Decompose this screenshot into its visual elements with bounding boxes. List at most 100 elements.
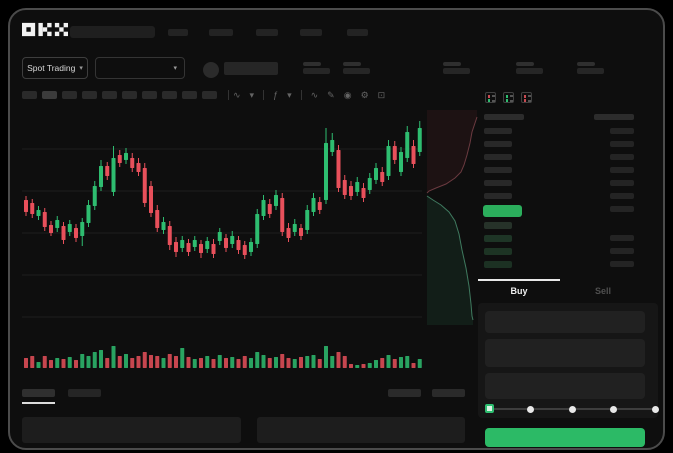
candle-body bbox=[149, 186, 153, 213]
timeframe-button[interactable] bbox=[122, 91, 137, 99]
volume-bar bbox=[324, 346, 328, 368]
candle-body bbox=[280, 198, 285, 232]
timeframe-button[interactable] bbox=[182, 91, 197, 99]
volume-bar bbox=[249, 358, 253, 368]
candle-body bbox=[199, 244, 203, 253]
candle-body bbox=[180, 240, 185, 248]
slider-step-dot[interactable] bbox=[610, 405, 617, 413]
candle-style-icon[interactable]: ∿ bbox=[233, 89, 241, 100]
book-bids-only-icon[interactable] bbox=[503, 92, 514, 103]
bottom-tab-placeholder[interactable] bbox=[22, 389, 55, 397]
slider-step-dot[interactable] bbox=[651, 405, 659, 413]
nav-item-placeholder[interactable] bbox=[168, 29, 188, 36]
last-price-highlight[interactable] bbox=[483, 205, 522, 217]
bid-row-price-placeholder[interactable] bbox=[484, 235, 512, 242]
indicators-chevron-icon[interactable]: ▾ bbox=[287, 89, 292, 100]
toggle-line-bottom bbox=[492, 100, 495, 102]
stat-value-placeholder bbox=[343, 68, 370, 74]
candle-body bbox=[230, 236, 235, 244]
bid-row-price-placeholder[interactable] bbox=[484, 261, 512, 268]
candle-body bbox=[211, 244, 216, 254]
depth-chart[interactable] bbox=[424, 110, 478, 325]
volume-bar bbox=[117, 356, 122, 368]
interval-chevron-icon[interactable]: ▾ bbox=[249, 89, 255, 100]
timeframe-button[interactable] bbox=[162, 91, 177, 99]
volume-bar bbox=[349, 364, 353, 368]
tab-sell[interactable]: Sell bbox=[594, 286, 611, 296]
nav-item-placeholder[interactable] bbox=[300, 29, 322, 36]
ask-row-price-placeholder[interactable] bbox=[484, 141, 512, 147]
tab-buy[interactable]: Buy bbox=[510, 286, 528, 296]
volume-bar bbox=[192, 359, 197, 368]
bid-row-price-placeholder[interactable] bbox=[484, 248, 512, 255]
fullscreen-icon[interactable]: ⊡ bbox=[377, 89, 386, 100]
book-asks-only-icon[interactable] bbox=[521, 92, 532, 103]
volume-bar bbox=[86, 356, 91, 368]
bottom-tab-placeholder[interactable] bbox=[68, 389, 101, 397]
camera-icon[interactable]: ◉ bbox=[343, 89, 352, 100]
volume-bar bbox=[380, 358, 385, 368]
candle-body bbox=[286, 228, 291, 238]
bottom-action-placeholder[interactable] bbox=[432, 389, 465, 397]
volume-bar bbox=[42, 356, 47, 368]
nav-item-placeholder[interactable] bbox=[347, 29, 368, 36]
volume-bar bbox=[367, 363, 372, 368]
price-field[interactable] bbox=[485, 311, 645, 333]
ask-row-price-placeholder[interactable] bbox=[484, 167, 512, 173]
draw-pencil-icon[interactable]: ✎ bbox=[327, 89, 335, 100]
line-chart-icon[interactable]: ∿ bbox=[310, 89, 319, 100]
candle-body bbox=[261, 200, 266, 216]
toggle-line-top bbox=[528, 95, 531, 97]
trading-pair-selector[interactable]: ▾ bbox=[95, 57, 185, 79]
ask-row-price-placeholder[interactable] bbox=[484, 193, 512, 199]
volume-bar bbox=[174, 356, 178, 368]
ask-row-amount-placeholder bbox=[610, 193, 634, 199]
market-type-selector[interactable]: Spot Trading ▾ bbox=[22, 57, 88, 79]
toggle-mark-top bbox=[524, 95, 526, 98]
volume-bar bbox=[261, 355, 266, 368]
ask-row-price-placeholder[interactable] bbox=[484, 180, 512, 186]
timeframe-button[interactable] bbox=[202, 91, 217, 99]
candle-body bbox=[355, 182, 360, 192]
total-field[interactable] bbox=[485, 373, 645, 399]
candle-body bbox=[392, 146, 397, 160]
amount-field[interactable] bbox=[485, 339, 645, 367]
volume-bar bbox=[67, 357, 72, 368]
candle-body bbox=[92, 186, 97, 206]
volume-bar bbox=[311, 355, 316, 368]
timeframe-button[interactable] bbox=[62, 91, 77, 99]
ask-row-amount-placeholder bbox=[610, 180, 634, 186]
ask-row-price-placeholder[interactable] bbox=[484, 128, 512, 134]
timeframe-button[interactable] bbox=[82, 91, 97, 99]
volume-bar bbox=[142, 352, 147, 368]
candle-body bbox=[61, 226, 66, 240]
volume-bar bbox=[92, 352, 97, 368]
timeframe-button[interactable] bbox=[42, 91, 57, 99]
ask-row-price-placeholder[interactable] bbox=[484, 154, 512, 160]
amount-slider-handle[interactable] bbox=[485, 404, 494, 413]
slider-step-dot[interactable] bbox=[568, 405, 576, 413]
candle-body bbox=[111, 158, 116, 192]
slider-step-dot[interactable] bbox=[527, 405, 534, 413]
indicators-fx-icon[interactable]: ƒ bbox=[273, 89, 279, 100]
timeframe-button[interactable] bbox=[102, 91, 117, 99]
bid-row-price-placeholder[interactable] bbox=[484, 222, 512, 229]
search-input[interactable] bbox=[70, 26, 155, 38]
book-both-sides-icon[interactable] bbox=[485, 92, 496, 103]
volume-bar bbox=[99, 350, 103, 368]
settings-gear-icon[interactable]: ⚙ bbox=[360, 89, 369, 100]
candle-body bbox=[380, 172, 385, 182]
nav-item-placeholder[interactable] bbox=[256, 29, 278, 36]
bid-row-amount-placeholder bbox=[610, 235, 634, 241]
buy-submit-button[interactable] bbox=[485, 428, 645, 447]
toolbar-divider bbox=[228, 90, 229, 100]
ask-row-amount-placeholder bbox=[610, 167, 634, 173]
okx-logo[interactable]: OKX bbox=[22, 22, 68, 37]
candlestick-chart-canvas[interactable] bbox=[22, 110, 422, 368]
nav-item-placeholder[interactable] bbox=[209, 29, 233, 36]
candle-body bbox=[30, 203, 35, 214]
bottom-action-placeholder[interactable] bbox=[388, 389, 421, 397]
volume-bar bbox=[124, 354, 128, 368]
timeframe-button[interactable] bbox=[22, 91, 37, 99]
timeframe-button[interactable] bbox=[142, 91, 157, 99]
